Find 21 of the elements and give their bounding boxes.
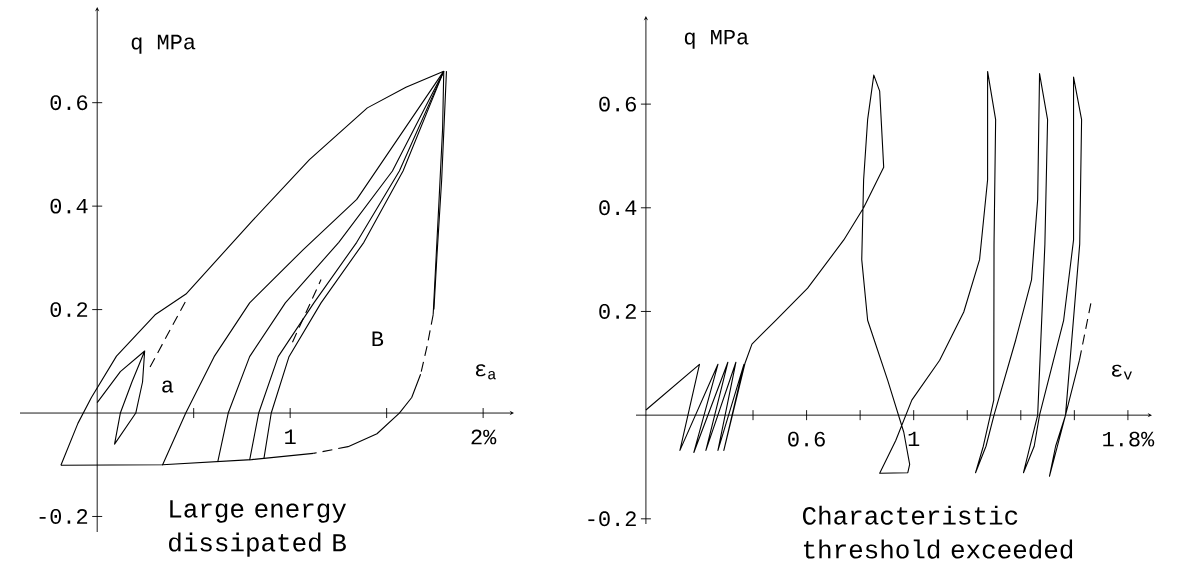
x-tick-label: 1 — [285, 429, 296, 445]
y-tick-label: 0.6 — [599, 96, 636, 112]
y-tick-label: 0.4 — [50, 198, 88, 214]
x-tick-label: 1.8% — [1103, 431, 1155, 447]
annotation: a — [162, 380, 174, 393]
x-axis-title: ε$_{a}$ — [475, 364, 496, 380]
y-axis-title: q MPa — [684, 29, 749, 49]
annotation: B — [372, 331, 384, 347]
x-tick-label: 0.6 — [788, 431, 825, 447]
y-tick-label: 0.2 — [50, 302, 88, 318]
y-tick-label: 0.2 — [599, 304, 636, 319]
y-axis-title: q MPa — [131, 34, 196, 54]
y-tick-label: -0.2 — [39, 509, 88, 524]
x-axis-title: ε$_{v}$ — [1112, 364, 1132, 380]
y-tick-label: -0.2 — [588, 511, 636, 527]
x-tick-label: 1 — [908, 431, 920, 447]
annotation: Characteristic threshold exceeded — [802, 505, 1073, 559]
annotation: Large energy dissipated B — [169, 500, 347, 557]
y-tick-label: 0.6 — [50, 95, 88, 111]
x-tick-label: 2% — [471, 429, 497, 445]
y-tick-label: 0.4 — [599, 200, 637, 216]
